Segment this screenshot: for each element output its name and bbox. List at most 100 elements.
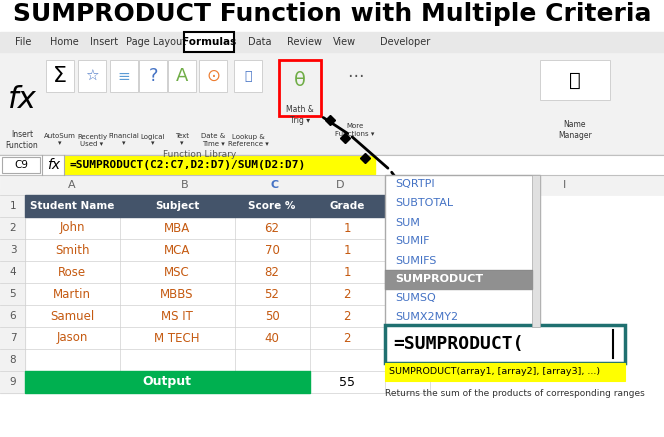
Text: 🔍: 🔍 [244,69,252,83]
Bar [110,60,138,92]
Text: ⊙: ⊙ [206,67,220,85]
Text: Insert: Insert [90,37,118,47]
Text: fx: fx [7,86,37,114]
Text: 70: 70 [264,243,280,257]
Bar [385,270,532,289]
Bar [168,60,196,92]
Text: View: View [333,37,355,47]
Text: Developer: Developer [380,37,430,47]
Bar [2,157,40,173]
Text: B: B [181,180,189,190]
Text: 62: 62 [264,222,280,235]
Text: 82: 82 [264,266,280,278]
Text: Student Name: Student Name [30,201,114,211]
Text: Recently
Used ▾: Recently Used ▾ [77,133,107,146]
Text: Samuel: Samuel [50,309,94,323]
Text: 40: 40 [264,332,280,344]
Text: Lookup &
Reference ▾: Lookup & Reference ▾ [228,133,268,146]
Text: SUM: SUM [395,218,420,228]
Text: Jason: Jason [56,332,88,344]
Text: Insert
Function: Insert Function [5,130,39,150]
Text: Formulas: Formulas [182,37,236,47]
Text: More
Functions ▾: More Functions ▾ [335,124,374,136]
Text: Review: Review [288,37,323,47]
Text: 1: 1 [10,201,17,211]
Text: 6: 6 [10,311,17,321]
Bar [0,155,664,175]
Text: Grade: Grade [329,201,365,211]
Text: MCA: MCA [164,243,190,257]
Text: =SUMPRODUCT(: =SUMPRODUCT( [393,335,523,353]
Text: Function Library: Function Library [163,150,236,159]
Text: 7: 7 [10,333,17,343]
Text: ?: ? [148,67,158,85]
Text: 1: 1 [343,243,351,257]
Text: Σ: Σ [53,66,67,86]
Text: 50: 50 [265,309,280,323]
Text: H: H [526,180,534,190]
Text: 5: 5 [10,289,17,299]
Text: 52: 52 [264,288,280,301]
Text: SUMPRODUCT: SUMPRODUCT [395,274,483,284]
Text: 2: 2 [343,309,351,323]
Text: MBBS: MBBS [160,288,194,301]
Text: Rose: Rose [58,266,86,278]
Text: C9: C9 [14,160,28,170]
Text: Page Layout: Page Layout [126,37,186,47]
Text: fx: fx [47,158,60,172]
Text: SUMSQ: SUMSQ [395,294,436,304]
Bar [78,60,106,92]
Bar [0,175,664,195]
Text: AutoSum
▾: AutoSum ▾ [44,133,76,146]
Text: SQRTPI: SQRTPI [395,180,435,190]
Bar [0,52,664,155]
Text: Home: Home [50,37,78,47]
Bar [65,156,375,174]
Bar [532,175,540,327]
Text: ☆: ☆ [85,69,99,83]
Bar [385,325,625,363]
Text: File: File [15,37,31,47]
Text: ≡: ≡ [118,69,130,83]
Text: 2: 2 [10,223,17,233]
Text: 8: 8 [10,355,17,365]
Text: D: D [336,180,344,190]
Text: 4: 4 [10,267,17,277]
Bar [46,60,74,92]
Text: Date &
Time ▾: Date & Time ▾ [201,133,225,146]
Text: Math &
Trig ▾: Math & Trig ▾ [286,105,314,125]
Text: SUMPRODUCT(array1, [array2], [array3], ...): SUMPRODUCT(array1, [array2], [array3], .… [389,368,600,377]
Text: Output: Output [143,375,191,388]
Text: Smith: Smith [54,243,89,257]
Text: MSC: MSC [164,266,190,278]
Text: I: I [563,180,566,190]
Text: Text
▾: Text ▾ [175,133,189,146]
Text: 🗂: 🗂 [569,70,581,90]
Bar [199,60,227,92]
Bar [234,60,262,92]
Text: Returns the sum of the products of corresponding ranges: Returns the sum of the products of corre… [385,388,645,398]
Text: 1: 1 [343,266,351,278]
Text: θ: θ [294,70,306,90]
Bar [184,32,234,52]
Bar [0,32,664,52]
Text: E: E [402,180,408,190]
Bar [385,175,540,327]
Bar [0,190,25,393]
Bar [279,60,321,116]
Text: Financial
▾: Financial ▾ [108,133,139,146]
Text: ⋯: ⋯ [347,67,363,85]
Text: Name
Manager: Name Manager [558,120,592,140]
Text: Logical
▾: Logical ▾ [141,133,165,146]
Text: MBA: MBA [164,222,190,235]
Text: 9: 9 [10,377,17,387]
Text: 55: 55 [339,375,355,388]
Text: A: A [68,180,76,190]
Text: C: C [271,180,279,190]
Text: SUMPRODUCT Function with Multiple Criteria: SUMPRODUCT Function with Multiple Criter… [13,2,651,26]
Text: Subject: Subject [155,201,199,211]
Text: 2: 2 [343,288,351,301]
Bar [25,371,310,393]
Text: SUMIF: SUMIF [395,236,430,246]
Text: John: John [59,222,85,235]
